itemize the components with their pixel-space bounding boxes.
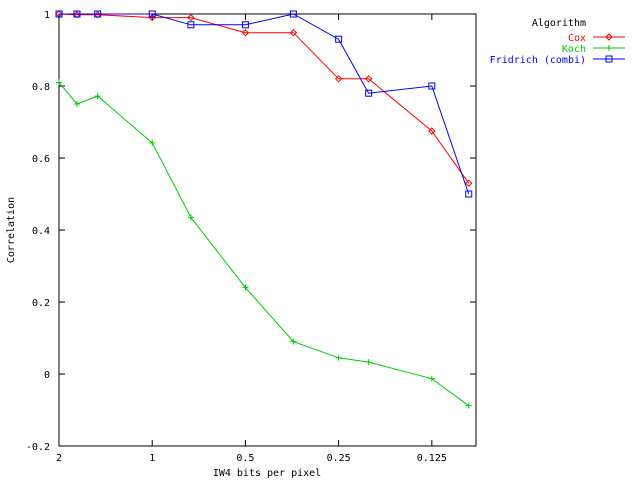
data-point-koch [149,139,156,146]
series-line-fridrich-combi [59,13,470,195]
y-tick-label: 1 [44,10,50,21]
data-point-cox [364,75,373,83]
x-tick-label: 2 [56,453,62,464]
data-point-koch [73,101,80,107]
y-axis-label: Correlation [6,197,17,263]
data-point-fridrich-combi [187,21,195,29]
y-tick-label: -0.2 [26,442,50,453]
plot-frame [58,13,477,447]
data-point-koch [94,93,101,100]
y-tick-label: 0.6 [32,154,50,165]
data-point-koch [465,402,472,409]
data-point-cox [334,75,343,83]
data-point-fridrich-combi [289,10,297,18]
data-point-koch [428,375,435,382]
y-tick-label: 0 [44,370,50,381]
x-tick-label: 0.25 [327,453,351,464]
data-point-koch [365,359,372,366]
data-point-fridrich-combi [335,35,343,43]
data-point-koch [290,338,297,345]
x-axis-ticks: 2 1 0.5 0.25 0.125 [56,14,447,464]
legend-label-cox: Cox [568,33,586,44]
data-point-cox [187,13,195,22]
x-tick-label: 0.125 [417,453,447,464]
legend-marker-koch [606,45,612,51]
data-point-fridrich-combi [241,21,249,29]
data-point-koch [187,214,194,221]
data-point-cox [465,179,473,187]
data-point-fridrich-combi [148,10,156,18]
data-point-koch [242,284,249,291]
x-tick-label: 1 [149,453,155,464]
legend-label-koch: Koch [562,44,586,55]
series-fridrich-combi [55,10,473,198]
data-point-fridrich-combi [73,10,81,18]
data-point-fridrich-combi [365,89,373,97]
series-line-cox [58,13,470,184]
x-tick-label: 0.5 [236,453,254,464]
y-tick-label: 0.4 [32,226,50,237]
y-tick-label: 0.8 [32,82,50,93]
data-point-cox [428,127,436,135]
data-point-cox [241,29,250,37]
series-cox [55,10,473,187]
data-point-fridrich-combi [55,10,63,18]
legend-title: Algorithm [532,18,586,29]
y-axis-ticks: -0.2 0 0.2 0.4 0.6 0.8 1 [26,10,476,453]
data-point-koch [56,79,62,86]
series-line-koch [58,82,469,407]
data-point-koch [335,354,342,361]
y-tick-label: 0.2 [32,298,50,309]
series-layer [55,10,473,409]
data-point-cox [289,29,298,37]
data-point-fridrich-combi [94,10,102,18]
legend-marker-fridrich-combi [605,55,613,63]
data-point-fridrich-combi [465,190,473,198]
series-koch [56,79,472,409]
legend-label-fridrich-combi: Fridrich (combi) [490,55,586,66]
x-axis-label: IW4 bits per pixel [213,468,321,479]
legend-marker-cox [605,33,613,41]
data-point-fridrich-combi [428,82,436,90]
